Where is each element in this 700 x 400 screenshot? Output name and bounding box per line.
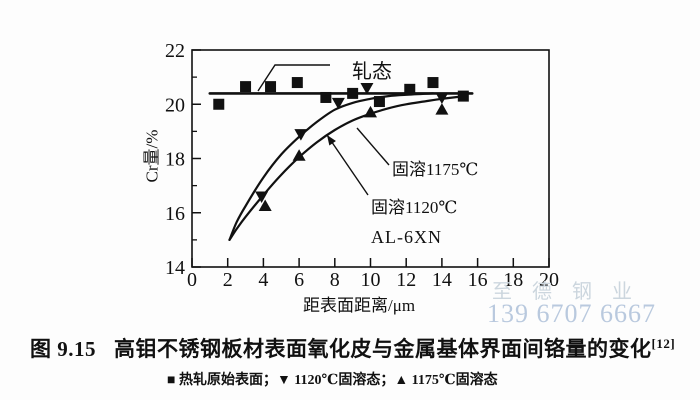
watermark-phone: 139 6707 6667 xyxy=(487,299,656,328)
x-tick-label: 2 xyxy=(223,269,233,291)
leader-arrowhead xyxy=(327,135,336,146)
figure-legend: ■ 热轧原始表面；▼ 1120℃固溶态；▲ 1175℃固溶态 xyxy=(167,373,498,388)
marker-square xyxy=(373,96,385,108)
marker-triangle-down xyxy=(435,92,449,104)
marker-triangle-up xyxy=(292,149,306,161)
marker-triangle-down xyxy=(360,82,374,95)
x-tick-label: 14 xyxy=(432,269,452,291)
marker-triangle-up xyxy=(258,199,272,211)
x-tick-label: 6 xyxy=(294,269,304,291)
figure-reference: [12] xyxy=(651,336,676,351)
marker-square xyxy=(404,83,416,95)
y-tick-label: 18 xyxy=(165,149,185,171)
x-tick-label: 8 xyxy=(330,269,340,291)
y-tick-label: 16 xyxy=(165,203,185,225)
annotation-solution-1175: 固溶1175℃ xyxy=(392,160,479,179)
series-line-2 xyxy=(228,95,467,241)
x-tick-label: 0 xyxy=(187,269,197,291)
x-axis-title: 距表面距离/μm xyxy=(303,296,416,315)
marker-square xyxy=(240,81,252,93)
marker-square xyxy=(291,77,303,89)
marker-square xyxy=(347,87,359,99)
marker-square xyxy=(265,81,277,93)
y-tick-label: 22 xyxy=(165,40,185,62)
marker-triangle-up xyxy=(435,103,449,115)
annotation-solution-1120: 固溶1120℃ xyxy=(371,198,458,217)
series-line-1 xyxy=(228,92,435,241)
marker-triangle-down xyxy=(255,191,269,203)
watermark-company: 至德钢业 xyxy=(492,281,652,303)
y-tick-label: 14 xyxy=(165,257,185,279)
x-tick-label: 18 xyxy=(503,269,523,291)
leader-line-1 xyxy=(356,127,390,166)
alloy-name-label: AL-6XN xyxy=(371,227,442,247)
leader-line-0 xyxy=(257,64,330,92)
y-tick-label: 20 xyxy=(165,94,185,116)
marker-triangle-up xyxy=(364,105,377,118)
figure-title: 高钼不锈钢板材表面氧化皮与金属基体界面间铬量的变化 xyxy=(114,337,652,361)
leader-line-2 xyxy=(326,134,369,196)
marker-triangle-down xyxy=(331,97,345,110)
figure-caption: 图 9.15 高钼不锈钢板材表面氧化皮与金属基体界面间铬量的变化[12] xyxy=(30,333,675,363)
marker-square xyxy=(457,90,469,102)
marker-square xyxy=(427,77,439,89)
y-axis-title: Cr量/% xyxy=(142,129,162,183)
x-tick-label: 20 xyxy=(539,269,559,291)
annotation-rolled-state: 轧态 xyxy=(352,61,392,83)
marker-square xyxy=(213,98,225,110)
x-tick-label: 12 xyxy=(396,269,416,291)
figure-number: 图 9.15 xyxy=(30,337,96,361)
x-tick-label: 16 xyxy=(468,269,488,291)
x-tick-label: 4 xyxy=(258,269,268,291)
x-tick-label: 10 xyxy=(361,269,381,291)
marker-square xyxy=(320,91,332,103)
marker-triangle-down xyxy=(294,129,308,141)
